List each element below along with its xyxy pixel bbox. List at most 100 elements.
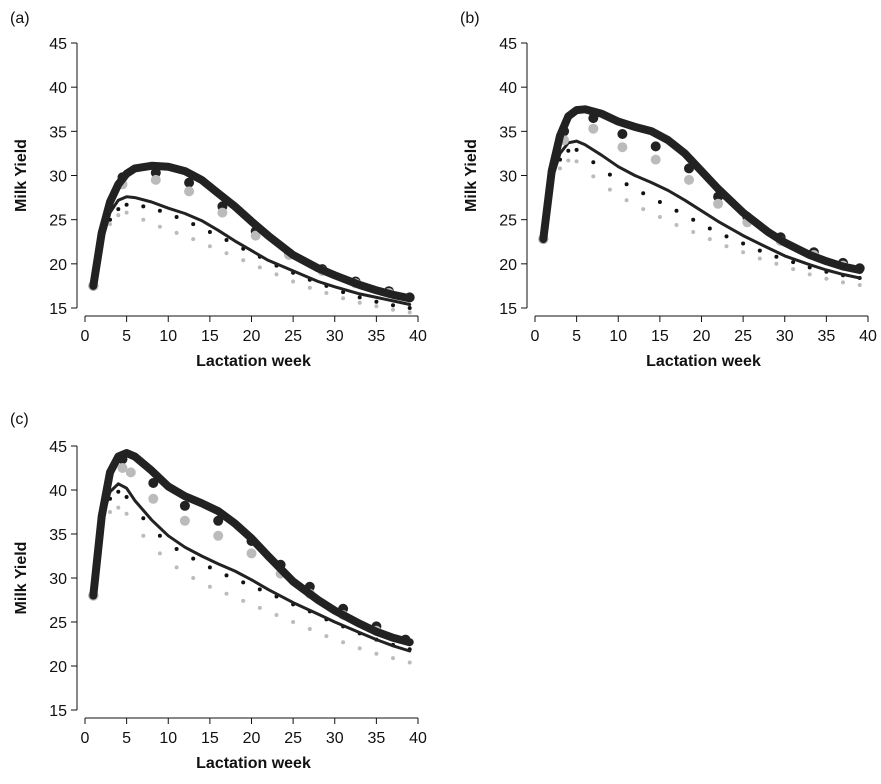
small-data-point bbox=[124, 210, 129, 215]
small-data-point bbox=[291, 279, 296, 284]
small-data-point bbox=[591, 174, 596, 179]
x-tick-label: 35 bbox=[817, 328, 835, 345]
small-data-point bbox=[191, 237, 196, 242]
small-data-point bbox=[357, 646, 362, 651]
y-axis-title: Milk Yield bbox=[463, 139, 480, 212]
thick-series-line bbox=[89, 161, 414, 303]
small-data-point bbox=[391, 303, 395, 308]
y-tick-label: 20 bbox=[49, 659, 67, 676]
small-data-point bbox=[791, 260, 796, 265]
small-data-point bbox=[774, 261, 779, 266]
small-data-point bbox=[157, 533, 162, 538]
small-data-point bbox=[124, 202, 129, 207]
chart-c-svg: (c) 15 20 25 30 35 40 45 0 5 10 15 20 25 30 35 40 Lactati… bbox=[10, 411, 427, 772]
small-data-point bbox=[157, 224, 162, 229]
small-data-point bbox=[807, 272, 812, 277]
small-data-point bbox=[824, 276, 829, 281]
small-data-point bbox=[207, 230, 212, 234]
series-0 bbox=[89, 449, 414, 647]
thin-series-line bbox=[91, 482, 412, 653]
small-data-point bbox=[574, 147, 579, 152]
small-data-point bbox=[141, 204, 146, 209]
y-tick-label: 25 bbox=[49, 213, 67, 230]
small-data-point bbox=[657, 200, 662, 204]
small-data-point bbox=[224, 238, 229, 242]
small-data-point bbox=[257, 265, 262, 270]
small-data-point bbox=[624, 198, 629, 203]
small-data-point bbox=[757, 256, 762, 261]
small-data-point bbox=[341, 296, 346, 301]
small-data-point bbox=[191, 576, 196, 580]
large-data-point bbox=[246, 548, 257, 559]
small-data-point bbox=[207, 244, 212, 249]
small-data-point bbox=[191, 222, 196, 227]
small-data-point bbox=[657, 215, 662, 219]
small-data-point bbox=[116, 505, 121, 510]
x-tick-label: 25 bbox=[284, 328, 302, 345]
x-tick-label: 30 bbox=[776, 328, 794, 345]
x-tick-label: 30 bbox=[326, 328, 344, 345]
large-data-point bbox=[650, 154, 661, 165]
small-data-point bbox=[341, 290, 346, 295]
y-tick-label: 30 bbox=[499, 169, 517, 186]
small-data-point bbox=[357, 300, 362, 305]
large-data-point bbox=[179, 500, 190, 511]
small-data-point bbox=[357, 295, 362, 300]
small-data-point bbox=[391, 656, 395, 661]
small-data-point bbox=[116, 207, 121, 212]
small-data-point bbox=[191, 556, 196, 561]
large-data-point bbox=[125, 467, 136, 478]
chart-panel-c: (c) 15 20 25 30 35 40 45 0 5 10 15 20 25 30 35 40 Lactati… bbox=[0, 400, 440, 784]
large-data-point bbox=[713, 198, 724, 209]
x-tick-label: 40 bbox=[409, 328, 427, 345]
small-data-point bbox=[174, 565, 179, 570]
y-tick-label: 15 bbox=[499, 301, 517, 318]
small-data-point bbox=[291, 620, 296, 624]
large-data-point bbox=[650, 141, 661, 152]
small-data-point bbox=[791, 267, 796, 272]
small-data-point bbox=[174, 230, 179, 235]
x-tick-label: 5 bbox=[572, 328, 581, 345]
y-tick-label: 45 bbox=[49, 439, 67, 456]
small-data-point bbox=[257, 587, 262, 592]
large-data-point bbox=[250, 230, 261, 241]
x-tick-label: 20 bbox=[243, 328, 261, 345]
small-data-point bbox=[391, 307, 395, 312]
small-data-point bbox=[141, 516, 146, 521]
series-0 bbox=[539, 105, 864, 274]
small-data-point bbox=[566, 148, 571, 153]
large-data-point bbox=[117, 463, 128, 473]
y-tick-label: 15 bbox=[49, 301, 67, 318]
small-data-point bbox=[224, 573, 229, 578]
panel-label: (a) bbox=[10, 10, 30, 27]
y-tick-label: 25 bbox=[49, 615, 67, 632]
small-data-point bbox=[774, 254, 779, 259]
small-data-point bbox=[116, 213, 121, 218]
y-tick-label: 35 bbox=[499, 124, 517, 141]
small-data-point bbox=[741, 241, 746, 246]
series-2 bbox=[538, 113, 865, 274]
small-data-point bbox=[707, 226, 712, 231]
small-data-point bbox=[674, 208, 679, 213]
panel-label: (b) bbox=[460, 10, 480, 27]
small-data-point bbox=[374, 304, 379, 309]
small-data-point bbox=[724, 234, 729, 239]
large-data-point bbox=[213, 515, 224, 526]
small-data-point bbox=[841, 280, 845, 285]
series-1 bbox=[91, 195, 412, 306]
small-data-point bbox=[407, 310, 412, 315]
x-tick-label: 15 bbox=[201, 328, 219, 345]
small-data-point bbox=[624, 182, 629, 187]
small-data-point bbox=[108, 222, 112, 227]
large-data-point bbox=[150, 167, 161, 178]
y-axis-title: Milk Yield bbox=[13, 542, 30, 615]
small-data-point bbox=[757, 248, 762, 253]
thick-series-line bbox=[539, 105, 864, 274]
large-data-point bbox=[213, 530, 224, 541]
x-tick-label: 20 bbox=[243, 730, 261, 747]
large-data-point bbox=[150, 174, 161, 185]
x-tick-label: 20 bbox=[693, 328, 711, 345]
large-data-point bbox=[148, 493, 159, 504]
small-data-point bbox=[407, 660, 412, 665]
y-tick-label: 30 bbox=[49, 571, 67, 588]
